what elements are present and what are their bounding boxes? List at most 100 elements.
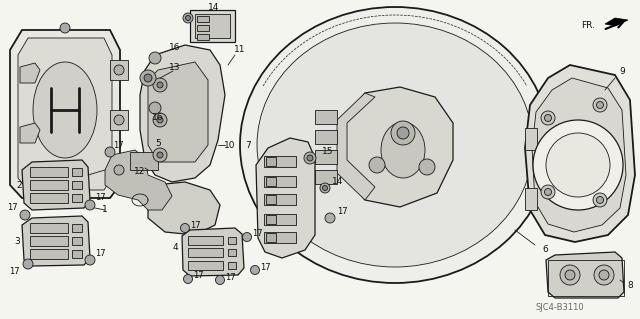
Bar [525,188,537,210]
Circle shape [546,133,610,197]
Polygon shape [182,228,244,276]
Text: 3: 3 [14,238,20,247]
Polygon shape [148,182,220,235]
Bar [110,110,128,130]
Polygon shape [525,65,635,242]
Circle shape [369,157,385,173]
Text: SJC4-B3110: SJC4-B3110 [536,303,584,313]
Bar [195,14,230,38]
Polygon shape [140,45,225,182]
Bar [228,262,236,269]
Circle shape [533,120,623,210]
Text: 13: 13 [169,63,180,72]
Circle shape [157,117,163,123]
Bar [30,180,68,190]
Bar [188,248,223,257]
Polygon shape [22,160,90,210]
Circle shape [307,155,313,161]
Bar [264,194,296,205]
Text: 17: 17 [225,272,236,281]
Circle shape [323,186,328,190]
Ellipse shape [240,7,550,283]
Bar [30,249,68,259]
Text: 15: 15 [323,147,333,157]
Circle shape [243,233,252,241]
Bar [264,156,296,167]
Circle shape [85,255,95,265]
Bar [190,10,235,42]
Bar [72,168,82,176]
Bar [30,193,68,203]
Circle shape [60,23,70,33]
Bar [197,16,209,22]
Circle shape [545,115,552,122]
Circle shape [114,165,124,175]
Bar [72,237,82,245]
Circle shape [184,275,193,284]
Circle shape [216,276,225,285]
Polygon shape [18,38,112,190]
Text: FR.: FR. [581,21,595,31]
Circle shape [23,259,33,269]
Polygon shape [532,78,626,232]
Text: 11: 11 [234,46,246,55]
Bar [110,160,128,180]
Text: 6: 6 [542,246,548,255]
Circle shape [419,159,435,175]
Circle shape [180,224,189,233]
Circle shape [140,70,156,86]
Ellipse shape [33,62,97,158]
Text: 5: 5 [155,138,161,147]
Text: 16: 16 [169,43,180,53]
Bar [228,237,236,244]
Circle shape [153,148,167,162]
Polygon shape [105,150,172,210]
Bar [266,233,276,242]
Bar [197,25,209,31]
Bar [30,236,68,246]
Text: 16: 16 [152,114,164,122]
Polygon shape [10,30,120,198]
Circle shape [594,265,614,285]
Circle shape [157,152,163,158]
Ellipse shape [257,23,533,267]
Text: 10: 10 [224,140,236,150]
Bar [72,181,82,189]
Bar [315,150,337,164]
Polygon shape [22,216,90,266]
Bar [315,170,337,184]
Text: 8: 8 [627,280,633,290]
Text: 4: 4 [172,242,178,251]
Text: 17: 17 [95,249,106,257]
Bar [130,152,158,170]
Text: 14: 14 [208,4,220,12]
Circle shape [560,265,580,285]
Bar [266,157,276,166]
Text: 17: 17 [260,263,270,271]
Bar [188,236,223,245]
Circle shape [85,200,95,210]
Circle shape [114,65,124,75]
Circle shape [325,213,335,223]
Circle shape [545,189,552,196]
Circle shape [565,270,575,280]
Bar [266,177,276,186]
Text: 1: 1 [102,205,108,214]
Circle shape [157,82,163,88]
Bar [315,110,337,124]
Ellipse shape [381,122,425,178]
Text: 17: 17 [95,194,106,203]
Circle shape [153,78,167,92]
Circle shape [593,193,607,207]
Circle shape [541,185,555,199]
Circle shape [397,127,409,139]
Text: 17: 17 [189,220,200,229]
Bar [264,176,296,187]
Bar [266,195,276,204]
Circle shape [105,147,115,157]
Circle shape [186,16,191,20]
Bar [188,261,223,270]
Circle shape [149,52,161,64]
Text: 17: 17 [113,140,124,150]
Circle shape [144,74,152,82]
